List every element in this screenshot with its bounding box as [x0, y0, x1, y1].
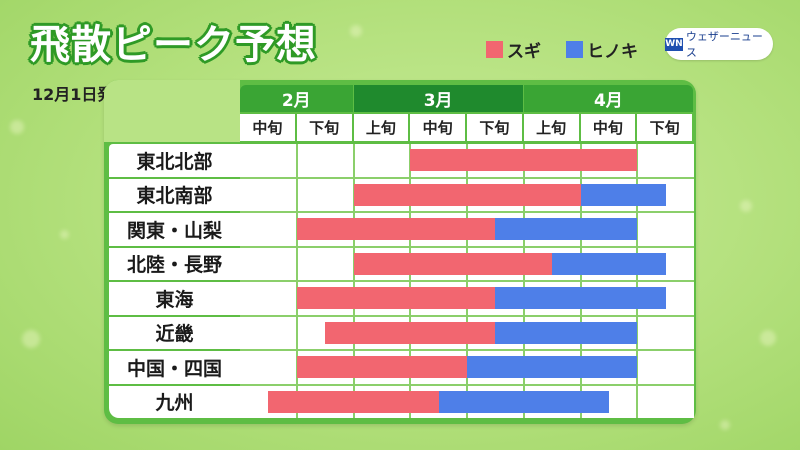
period-header: 下旬 [467, 114, 522, 141]
horizontal-gridline [240, 314, 694, 317]
legend-label-sugi: スギ [507, 42, 541, 62]
month-header: 4月 [523, 85, 693, 112]
period-header: 下旬 [637, 114, 692, 141]
sugi-bar [353, 252, 553, 275]
region-label: 近畿 [109, 316, 240, 349]
region-label: 東北北部 [109, 144, 240, 177]
period-header: 中旬 [240, 114, 295, 141]
hinoki-bar [495, 287, 666, 310]
sugi-bar [353, 183, 581, 206]
weathernews-logo-text: ウェザーニュース [685, 30, 763, 59]
month-header: 2月 [240, 85, 353, 112]
weathernews-logo-mark: WN [665, 37, 683, 51]
period-header: 中旬 [410, 114, 465, 141]
legend-item-sugi: スギ [486, 37, 541, 62]
horizontal-gridline [240, 383, 694, 386]
region-label: 九州 [109, 385, 240, 418]
horizontal-gridline [240, 349, 694, 351]
region-label: 関東・山梨 [109, 213, 240, 246]
horizontal-gridline [240, 280, 694, 282]
legend-item-hinoki: ヒノキ [566, 37, 638, 62]
header-corner [104, 80, 240, 142]
period-header: 上旬 [523, 114, 579, 141]
sugi-swatch [486, 41, 503, 58]
hinoki-bar [495, 321, 638, 344]
region-label: 中国・四国 [109, 351, 240, 384]
horizontal-gridline [240, 176, 694, 179]
hinoki-bar [552, 252, 666, 275]
horizontal-gridline [240, 245, 694, 248]
sugi-bar [296, 356, 467, 379]
hinoki-bar [495, 218, 638, 241]
sugi-bar [296, 287, 496, 310]
month-header: 3月 [353, 85, 523, 112]
hinoki-bar [438, 390, 609, 413]
period-header: 下旬 [296, 114, 352, 141]
weathernews-logo: WN ウェザーニュース [665, 28, 773, 60]
horizontal-gridline [240, 211, 694, 213]
period-header: 上旬 [353, 114, 409, 141]
hinoki-swatch [566, 41, 583, 58]
legend-label-hinoki: ヒノキ [587, 42, 638, 62]
hinoki-bar [467, 356, 638, 379]
hinoki-bar [580, 183, 666, 206]
sugi-bar [268, 390, 439, 413]
page-title: 飛散ピーク予想 [30, 22, 317, 68]
sugi-bar [410, 149, 638, 172]
sugi-bar [296, 218, 496, 241]
period-header: 中旬 [580, 114, 636, 141]
sugi-bar [325, 321, 496, 344]
region-label: 東北南部 [109, 178, 240, 211]
region-label: 北陸・長野 [109, 247, 240, 280]
region-label: 東海 [109, 282, 240, 315]
